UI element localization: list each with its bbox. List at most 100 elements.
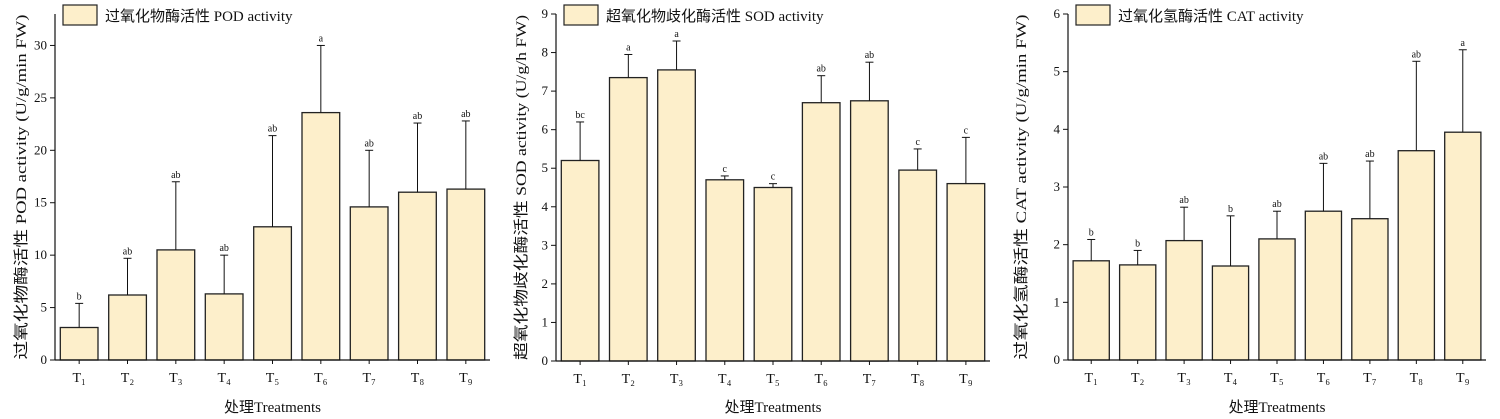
- cat-category-label-9: T₉: [1456, 371, 1470, 386]
- cat-bar-3: [1165, 239, 1203, 361]
- pod-sig-letter-3: ab: [171, 170, 180, 181]
- pod-bar-5: [253, 226, 293, 361]
- pod-bar-3: [156, 249, 196, 361]
- sod-category-label-1: T₁: [573, 372, 586, 387]
- cat-y-tick-label-0: 0: [1054, 352, 1061, 367]
- pod-sig-letter-8: ab: [413, 111, 422, 122]
- cat-category-label-8: T₈: [1410, 371, 1424, 386]
- pod-bar-9: [446, 188, 486, 361]
- cat-bar-7: [1351, 218, 1389, 361]
- sod-category-label-5: T₅: [766, 372, 780, 387]
- sod-bar-7: [849, 100, 889, 362]
- sod-y-tick-label-5: 5: [542, 160, 549, 175]
- sod-y-tick-label-7: 7: [542, 83, 549, 98]
- sod-y-axis-title: 超氧化物歧化酶活性 SOD activity (U/g/h FW): [513, 15, 530, 360]
- pod-y-tick-label-0: 0: [41, 352, 48, 367]
- sod-category-label-9: T₉: [959, 372, 973, 387]
- pod-bar-2: [108, 294, 148, 361]
- pod-category-label-4: T₄: [217, 371, 231, 386]
- sod-sig-letter-7: ab: [865, 50, 874, 61]
- sod-legend-label: 超氧化物歧化酶活性 SOD activity: [606, 8, 824, 25]
- sod-category-label-4: T₄: [718, 372, 732, 387]
- cat-y-axis-title: 过氧化氢酶活性 CAT activity (U/g/min FW): [1013, 14, 1030, 359]
- sod-legend-swatch: [563, 4, 599, 26]
- cat-y-tick-label-1: 1: [1054, 294, 1061, 309]
- cat-y-tick-label-4: 4: [1054, 121, 1061, 136]
- cat-category-label-5: T₅: [1270, 371, 1284, 386]
- sod-bar-4: [705, 179, 745, 362]
- sod-category-label-8: T₈: [911, 372, 925, 387]
- sod-y-tick-label-2: 2: [542, 276, 549, 291]
- sod-x-axis-title: 处理Treatments: [725, 399, 822, 416]
- cat-sig-letter-9: a: [1461, 38, 1466, 49]
- sod-bar-2: [608, 76, 648, 362]
- cat-bar-2: [1118, 264, 1157, 361]
- sod-bar-6: [801, 102, 841, 362]
- cat-sig-letter-4: b: [1228, 204, 1233, 215]
- pod-category-label-2: T₂: [121, 371, 135, 386]
- pod-chart-panel: b T₁ ab T₂ ab T₃ ab T₄ ab T₅ a T₆ ab T₇ ab T₈ ab T₉ 0 5 10 15…: [0, 0, 500, 419]
- sod-sig-letter-8: c: [915, 137, 920, 148]
- sod-category-label-2: T₂: [622, 372, 636, 387]
- sod-sig-letter-5: c: [771, 172, 776, 183]
- pod-category-label-5: T₅: [266, 371, 280, 386]
- pod-category-label-8: T₈: [411, 371, 425, 386]
- cat-bar-8: [1397, 150, 1436, 361]
- pod-sig-letter-9: ab: [461, 109, 470, 120]
- pod-y-tick-label-5: 5: [41, 300, 48, 315]
- sod-category-label-7: T₇: [863, 372, 877, 387]
- sod-bar-1: [560, 159, 600, 362]
- pod-sig-letter-1: b: [77, 291, 82, 302]
- cat-sig-letter-3: ab: [1179, 195, 1188, 206]
- cat-bar-9: [1444, 131, 1482, 361]
- sod-y-tick-label-4: 4: [542, 199, 549, 214]
- sod-sig-letter-3: a: [674, 29, 679, 40]
- sod-sig-letter-1: bc: [575, 110, 585, 121]
- sod-y-tick-label-8: 8: [542, 45, 549, 60]
- cat-sig-letter-7: ab: [1365, 149, 1374, 160]
- cat-category-label-6: T₆: [1317, 371, 1331, 386]
- pod-sig-letter-2: ab: [123, 246, 132, 257]
- pod-y-tick-label-30: 30: [34, 37, 47, 52]
- cat-sig-letter-1: b: [1089, 228, 1094, 239]
- sod-y-tick-label-1: 1: [542, 314, 549, 329]
- pod-y-axis-title: 过氧化物酶活性 POD activity (U/g/min FW): [13, 15, 30, 360]
- cat-category-label-1: T₁: [1085, 371, 1098, 386]
- cat-category-label-2: T₂: [1131, 371, 1145, 386]
- cat-chart-panel: b T₁ b T₂ ab T₃ b T₄ ab T₅ ab T₆ ab T₇ ab T₈ a T₉ 0 1 2 3 4 5 6 处…: [1000, 0, 1500, 419]
- pod-sig-letter-6: a: [319, 34, 324, 45]
- pod-legend-swatch: [62, 4, 98, 26]
- pod-chart: b T₁ ab T₂ ab T₃ ab T₄ ab T₅ a T₆ ab T₇ ab T₈ ab T₉ 0 5 10 15…: [13, 4, 490, 416]
- cat-bar-1: [1072, 260, 1110, 361]
- sod-y-tick-label-3: 3: [542, 237, 549, 252]
- pod-sig-letter-7: ab: [364, 138, 373, 149]
- sod-chart-panel: bc T₁ a T₂ a T₃ c T₄ c T₅ ab T₆ ab T₇ c T₈ c T₉ 0 1 2 3 4 5 6 7 8 9…: [500, 0, 1000, 419]
- pod-bar-7: [349, 206, 389, 361]
- pod-bar-1: [59, 326, 99, 361]
- pod-y-tick-label-25: 25: [34, 90, 47, 105]
- cat-y-tick-label-3: 3: [1054, 179, 1061, 194]
- pod-category-label-7: T₇: [362, 371, 376, 386]
- sod-bar-8: [898, 169, 938, 362]
- cat-y-tick-label-2: 2: [1054, 237, 1061, 252]
- sod-sig-letter-9: c: [964, 125, 969, 136]
- cat-legend-label: 过氧化氢酶活性 CAT activity: [1118, 8, 1304, 25]
- sod-bar-5: [753, 186, 793, 362]
- cat-legend-swatch: [1075, 4, 1111, 26]
- pod-bar-6: [301, 111, 341, 361]
- sod-sig-letter-6: ab: [816, 64, 825, 75]
- cat-sig-letter-2: b: [1135, 238, 1140, 249]
- sod-y-tick-label-0: 0: [542, 353, 549, 368]
- cat-category-label-7: T₇: [1363, 371, 1377, 386]
- sod-bar-3: [657, 69, 696, 362]
- pod-y-tick-label-20: 20: [34, 142, 47, 157]
- pod-category-label-3: T₃: [169, 371, 183, 386]
- pod-y-tick-label-10: 10: [34, 247, 47, 262]
- sod-y-tick-label-9: 9: [542, 6, 549, 21]
- cat-category-label-3: T₃: [1177, 371, 1191, 386]
- cat-sig-letter-6: ab: [1319, 151, 1328, 162]
- cat-bar-5: [1258, 238, 1296, 361]
- pod-y-tick-label-15: 15: [34, 195, 47, 210]
- cat-y-tick-label-6: 6: [1054, 6, 1061, 21]
- sod-y-tick-label-6: 6: [542, 122, 549, 137]
